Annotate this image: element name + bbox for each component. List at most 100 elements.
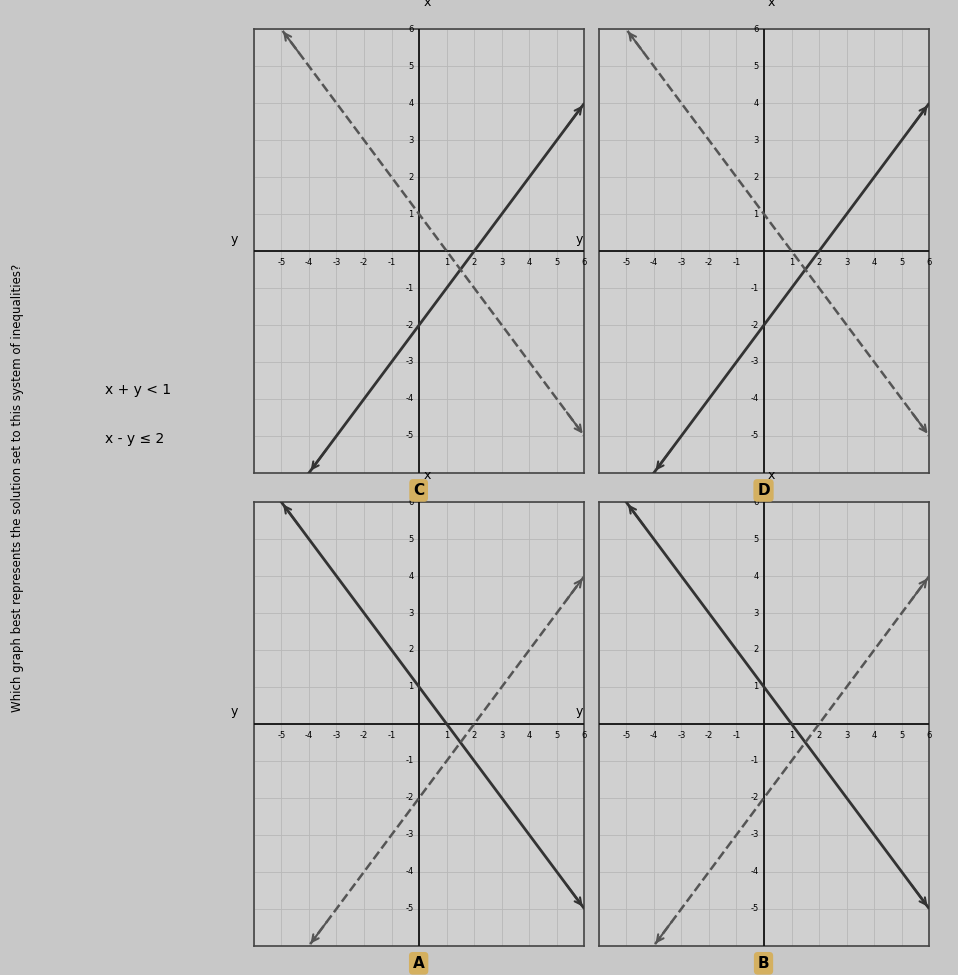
Text: 6: 6 <box>408 24 414 34</box>
Text: -1: -1 <box>732 258 741 267</box>
Text: 1: 1 <box>753 682 759 691</box>
Text: -1: -1 <box>405 757 414 765</box>
Text: -2: -2 <box>405 321 414 330</box>
Text: -5: -5 <box>277 731 285 740</box>
Text: -4: -4 <box>405 395 414 404</box>
Text: x: x <box>768 469 776 482</box>
Text: B: B <box>758 956 769 971</box>
Text: -3: -3 <box>332 258 341 267</box>
Text: y: y <box>231 705 239 719</box>
Text: 2: 2 <box>816 731 822 740</box>
Text: -5: -5 <box>750 431 759 441</box>
Text: 3: 3 <box>408 136 414 144</box>
Text: 2: 2 <box>753 645 759 654</box>
Text: -2: -2 <box>750 794 759 802</box>
Text: -2: -2 <box>705 258 713 267</box>
Text: -1: -1 <box>732 731 741 740</box>
Text: 3: 3 <box>753 136 759 144</box>
Text: 4: 4 <box>408 98 414 107</box>
Text: 4: 4 <box>872 731 877 740</box>
Text: 3: 3 <box>499 258 505 267</box>
Text: x: x <box>423 0 431 9</box>
Text: -1: -1 <box>387 731 396 740</box>
Text: 1: 1 <box>445 258 449 267</box>
Text: 1: 1 <box>789 258 794 267</box>
Text: 2: 2 <box>471 258 477 267</box>
Text: 2: 2 <box>471 731 477 740</box>
Text: Which graph best represents the solution set to this system of inequalities?: Which graph best represents the solution… <box>11 263 24 712</box>
Text: 6: 6 <box>582 258 587 267</box>
Text: -4: -4 <box>405 868 414 877</box>
Text: -5: -5 <box>405 904 414 914</box>
Text: 5: 5 <box>900 731 904 740</box>
Text: y: y <box>231 232 239 246</box>
Text: 3: 3 <box>408 608 414 617</box>
Text: 5: 5 <box>555 258 559 267</box>
Text: -4: -4 <box>650 258 658 267</box>
Text: -1: -1 <box>405 284 414 292</box>
Text: 1: 1 <box>445 731 449 740</box>
Text: A: A <box>413 956 424 971</box>
Text: -3: -3 <box>332 731 341 740</box>
Text: 4: 4 <box>753 571 759 580</box>
Text: 4: 4 <box>527 731 532 740</box>
Text: -2: -2 <box>405 794 414 802</box>
Text: -2: -2 <box>705 731 713 740</box>
Text: -4: -4 <box>305 258 313 267</box>
Text: 3: 3 <box>499 731 505 740</box>
Text: 4: 4 <box>527 258 532 267</box>
Text: D: D <box>757 483 770 498</box>
Text: -4: -4 <box>750 868 759 877</box>
Text: -3: -3 <box>677 731 686 740</box>
Text: -3: -3 <box>405 358 414 367</box>
Text: 4: 4 <box>753 98 759 107</box>
Text: -5: -5 <box>622 731 630 740</box>
Text: 5: 5 <box>900 258 904 267</box>
Text: -1: -1 <box>750 757 759 765</box>
Text: -1: -1 <box>387 258 396 267</box>
Text: 2: 2 <box>408 645 414 654</box>
Text: 1: 1 <box>789 731 794 740</box>
Text: x: x <box>768 0 776 9</box>
Text: -5: -5 <box>277 258 285 267</box>
Text: 2: 2 <box>408 173 414 181</box>
Text: 3: 3 <box>753 608 759 617</box>
Text: -4: -4 <box>305 731 313 740</box>
Text: 1: 1 <box>408 682 414 691</box>
Text: -4: -4 <box>750 395 759 404</box>
Text: -3: -3 <box>750 358 759 367</box>
Text: 1: 1 <box>753 210 759 218</box>
Text: -3: -3 <box>750 831 759 839</box>
Text: -1: -1 <box>750 284 759 292</box>
Text: C: C <box>413 483 424 498</box>
Text: 6: 6 <box>582 731 587 740</box>
Text: -3: -3 <box>405 831 414 839</box>
Text: y: y <box>576 232 583 246</box>
Text: -5: -5 <box>750 904 759 914</box>
Text: x + y < 1: x + y < 1 <box>105 383 171 397</box>
Text: 6: 6 <box>926 731 932 740</box>
Text: -4: -4 <box>650 731 658 740</box>
Text: -2: -2 <box>360 731 368 740</box>
Text: 5: 5 <box>753 61 759 71</box>
Text: -3: -3 <box>677 258 686 267</box>
Text: 6: 6 <box>753 24 759 34</box>
Text: 5: 5 <box>408 61 414 71</box>
Text: -5: -5 <box>622 258 630 267</box>
Text: -2: -2 <box>360 258 368 267</box>
Text: 3: 3 <box>844 731 850 740</box>
Text: -2: -2 <box>750 321 759 330</box>
Text: 1: 1 <box>408 210 414 218</box>
Text: 4: 4 <box>872 258 877 267</box>
Text: x - y ≤ 2: x - y ≤ 2 <box>105 432 165 446</box>
Text: 3: 3 <box>844 258 850 267</box>
Text: 2: 2 <box>753 173 759 181</box>
Text: 5: 5 <box>555 731 559 740</box>
Text: 2: 2 <box>816 258 822 267</box>
Text: y: y <box>576 705 583 719</box>
Text: 5: 5 <box>753 534 759 544</box>
Text: 6: 6 <box>926 258 932 267</box>
Text: 6: 6 <box>408 497 414 507</box>
Text: 6: 6 <box>753 497 759 507</box>
Text: 4: 4 <box>408 571 414 580</box>
